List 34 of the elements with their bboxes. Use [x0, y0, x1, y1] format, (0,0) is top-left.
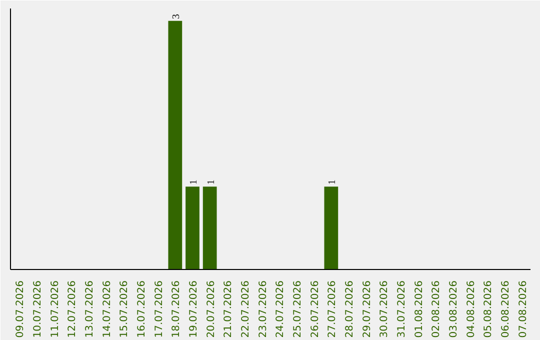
x-tick-label: 04.08.2026: [466, 280, 477, 338]
x-tick-label: 15.07.2026: [119, 280, 130, 338]
x-tick-label: 17.07.2026: [154, 280, 165, 338]
data-label: 1: [188, 180, 200, 185]
x-tick-label: 02.08.2026: [431, 280, 442, 338]
x-tick-label: 23.07.2026: [258, 280, 269, 338]
x-tick-label: 14.07.2026: [102, 280, 113, 338]
x-tick-label: 13.07.2026: [84, 280, 96, 338]
x-tick-label: 26.07.2026: [310, 280, 321, 338]
x-tick-label: 22.07.2026: [240, 280, 252, 338]
x-tick-label: 01.08.2026: [414, 280, 425, 338]
x-tick-label: 11.07.2026: [50, 280, 61, 338]
data-label: 1: [206, 180, 217, 185]
x-tick-label: 07.08.2026: [518, 280, 529, 338]
x-tick-label: 10.07.2026: [32, 280, 44, 338]
x-tick-label: 06.08.2026: [500, 280, 512, 338]
x-tick-label: 30.07.2026: [379, 280, 390, 338]
x-tick-label: 09.07.2026: [15, 280, 26, 338]
x-tick-label: 28.07.2026: [344, 280, 356, 338]
x-tick-label: 25.07.2026: [292, 280, 304, 338]
x-tick-label: 19.07.2026: [188, 280, 200, 338]
x-tick-label: 03.08.2026: [448, 280, 460, 338]
data-label: 3: [171, 14, 182, 19]
x-tick-label: 31.07.2026: [396, 280, 408, 338]
x-tick-label: 21.07.2026: [223, 280, 234, 338]
x-tick-label: 20.07.2026: [206, 280, 217, 338]
x-tick-label: 27.07.2026: [327, 280, 338, 338]
x-tick-label: 24.07.2026: [275, 280, 286, 338]
x-tick-label: 12.07.2026: [67, 280, 78, 338]
x-tick-label: 16.07.2026: [136, 280, 148, 338]
x-tick-label: 18.07.2026: [171, 280, 182, 338]
x-tick-label: 05.08.2026: [483, 280, 494, 338]
x-tick-label: 29.07.2026: [362, 280, 373, 338]
data-label: 1: [327, 180, 338, 185]
